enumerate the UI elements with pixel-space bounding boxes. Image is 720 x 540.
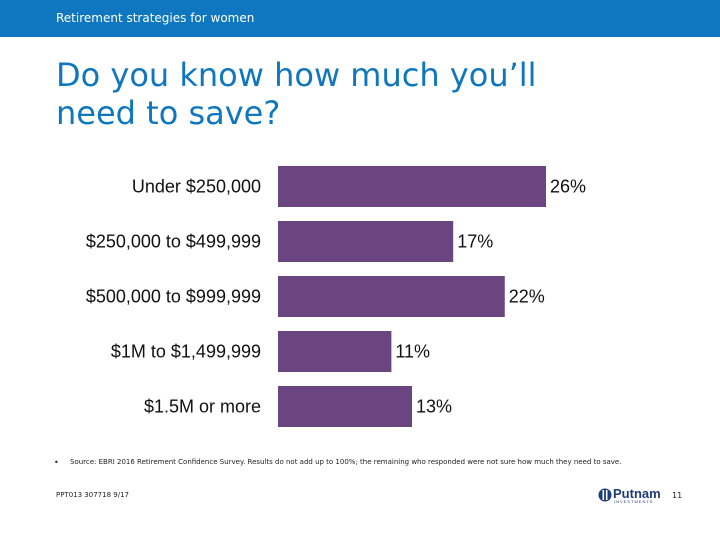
- value-label: 22%: [509, 287, 545, 307]
- title-line-1: Do you know how much you’ll: [56, 56, 537, 94]
- bar: [278, 276, 505, 317]
- putnam-logo: Putnam INVESTMENTS: [598, 486, 678, 508]
- bar: [278, 166, 546, 207]
- value-label: 17%: [457, 232, 493, 252]
- value-label: 26%: [550, 177, 586, 197]
- title-line-2: need to save?: [56, 94, 281, 132]
- document-code: PPT013 307718 9/17: [56, 491, 129, 499]
- footnote-text: Source: EBRI 2016 Retirement Confidence …: [70, 458, 622, 466]
- putnam-logo-icon: [598, 488, 612, 502]
- value-label: 13%: [416, 397, 452, 417]
- footnote-bullet: •: [54, 458, 59, 467]
- category-label: $500,000 to $999,999: [86, 287, 261, 307]
- category-label: Under $250,000: [132, 177, 261, 197]
- category-label: $1.5M or more: [144, 397, 261, 417]
- value-label: 11%: [395, 342, 430, 362]
- bar: [278, 331, 392, 372]
- category-label: $250,000 to $499,999: [86, 232, 261, 252]
- logo-subtitle: INVESTMENTS: [614, 499, 654, 504]
- page-number: 11: [672, 491, 683, 500]
- category-label: $1M to $1,499,999: [111, 342, 261, 362]
- header-text: Retirement strategies for women: [56, 11, 255, 25]
- logo-wordmark: Putnam: [613, 486, 661, 501]
- slide-title: Do you know how much you’ll need to save…: [56, 56, 656, 132]
- header-band: Retirement strategies for women: [0, 0, 720, 37]
- bar: [278, 221, 454, 262]
- footnote: • Source: EBRI 2016 Retirement Confidenc…: [54, 457, 656, 468]
- bar: [278, 386, 412, 427]
